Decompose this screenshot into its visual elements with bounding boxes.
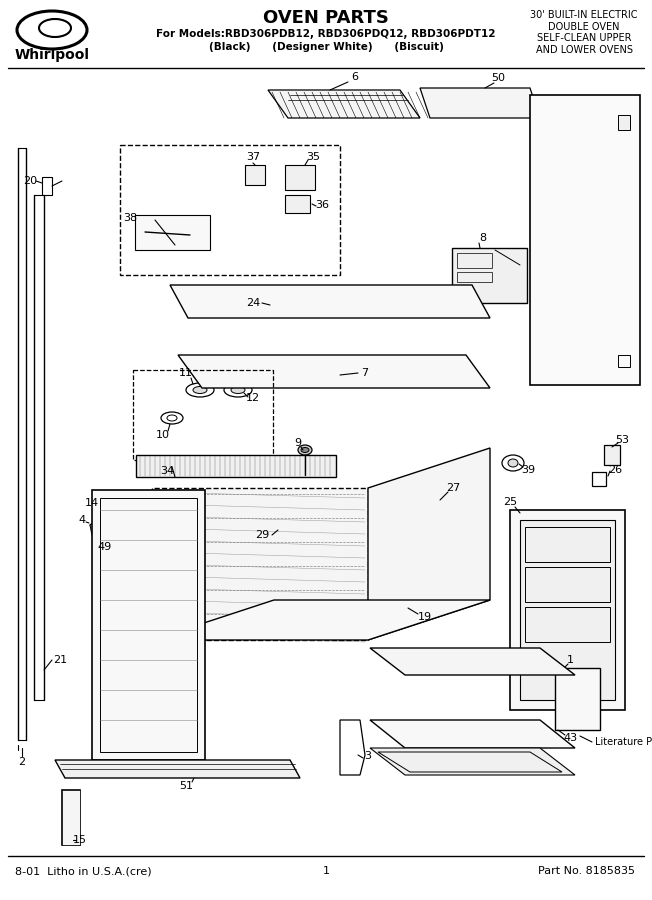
Text: For Models:RBD306PDB12, RBD306PDQ12, RBD306PDT12: For Models:RBD306PDB12, RBD306PDQ12, RBD… (156, 29, 496, 39)
Bar (120, 145, 340, 275)
Text: 50: 50 (491, 73, 505, 83)
Polygon shape (170, 285, 490, 318)
Bar (133, 370, 273, 460)
Text: 34: 34 (160, 466, 174, 476)
Polygon shape (135, 215, 210, 250)
Bar (530, 95, 640, 385)
Text: 8: 8 (479, 233, 486, 243)
Text: 39: 39 (521, 465, 535, 475)
Text: 53: 53 (615, 435, 629, 445)
Text: 27: 27 (446, 483, 460, 493)
Text: 14: 14 (85, 498, 99, 508)
Bar (525, 567, 610, 602)
Polygon shape (420, 88, 540, 118)
Text: 15: 15 (73, 835, 87, 845)
Text: 3: 3 (364, 751, 372, 761)
Bar (520, 520, 615, 700)
Polygon shape (92, 490, 205, 760)
Text: 4: 4 (78, 515, 85, 525)
Text: 20: 20 (23, 176, 37, 186)
Circle shape (577, 252, 593, 268)
Text: 8-01  Litho in U.S.A.(cre): 8-01 Litho in U.S.A.(cre) (15, 866, 152, 876)
Text: 2: 2 (18, 757, 25, 767)
Polygon shape (152, 600, 490, 640)
Text: 38: 38 (123, 213, 137, 223)
Polygon shape (268, 90, 420, 118)
Bar (510, 510, 625, 710)
Bar (525, 607, 610, 642)
Polygon shape (152, 488, 368, 640)
Text: 11: 11 (179, 368, 193, 378)
Bar (525, 527, 610, 562)
Ellipse shape (508, 459, 518, 467)
Bar (592, 472, 606, 486)
Text: 10: 10 (156, 430, 170, 440)
Bar (604, 445, 620, 465)
Text: 35: 35 (306, 152, 320, 162)
Text: 37: 37 (246, 152, 260, 162)
Bar (457, 253, 492, 268)
Polygon shape (245, 165, 265, 185)
Text: Part No. 8185835: Part No. 8185835 (538, 866, 635, 876)
Bar (618, 355, 630, 367)
Ellipse shape (298, 445, 312, 455)
Text: 36: 36 (315, 200, 329, 210)
Polygon shape (62, 790, 80, 845)
Text: 25: 25 (503, 497, 517, 507)
Ellipse shape (301, 447, 309, 453)
Polygon shape (368, 448, 490, 640)
Text: (Black)      (Designer White)      (Biscuit): (Black) (Designer White) (Biscuit) (209, 42, 443, 52)
Polygon shape (370, 720, 575, 748)
Polygon shape (370, 748, 575, 775)
Polygon shape (370, 648, 575, 675)
Polygon shape (285, 195, 310, 213)
Ellipse shape (193, 386, 207, 393)
Text: 51: 51 (179, 781, 193, 791)
Bar (452, 248, 527, 303)
Text: 6: 6 (351, 72, 359, 82)
Polygon shape (55, 760, 300, 778)
Text: 7: 7 (361, 368, 368, 378)
Ellipse shape (231, 386, 245, 393)
Text: Literature Parts: Literature Parts (595, 737, 652, 747)
Bar (618, 115, 630, 130)
Bar (136, 455, 336, 477)
Text: 49: 49 (98, 542, 112, 552)
Text: 1: 1 (567, 655, 574, 665)
Text: 12: 12 (246, 393, 260, 403)
Bar (457, 272, 492, 282)
Text: 21: 21 (53, 655, 67, 665)
Polygon shape (285, 165, 315, 190)
Text: 1: 1 (323, 866, 329, 876)
Bar (555, 668, 600, 730)
Text: Whirlpool: Whirlpool (14, 48, 89, 62)
Text: 19: 19 (418, 612, 432, 622)
Text: 29: 29 (255, 530, 269, 540)
Polygon shape (178, 355, 490, 388)
Text: 30' BUILT-IN ELECTRIC
DOUBLE OVEN
SELF-CLEAN UPPER
AND LOWER OVENS: 30' BUILT-IN ELECTRIC DOUBLE OVEN SELF-C… (531, 10, 638, 55)
Text: 43: 43 (563, 733, 577, 743)
Text: 26: 26 (608, 465, 622, 475)
Text: 9: 9 (295, 438, 302, 448)
Text: OVEN PARTS: OVEN PARTS (263, 9, 389, 27)
Text: 24: 24 (246, 298, 260, 308)
